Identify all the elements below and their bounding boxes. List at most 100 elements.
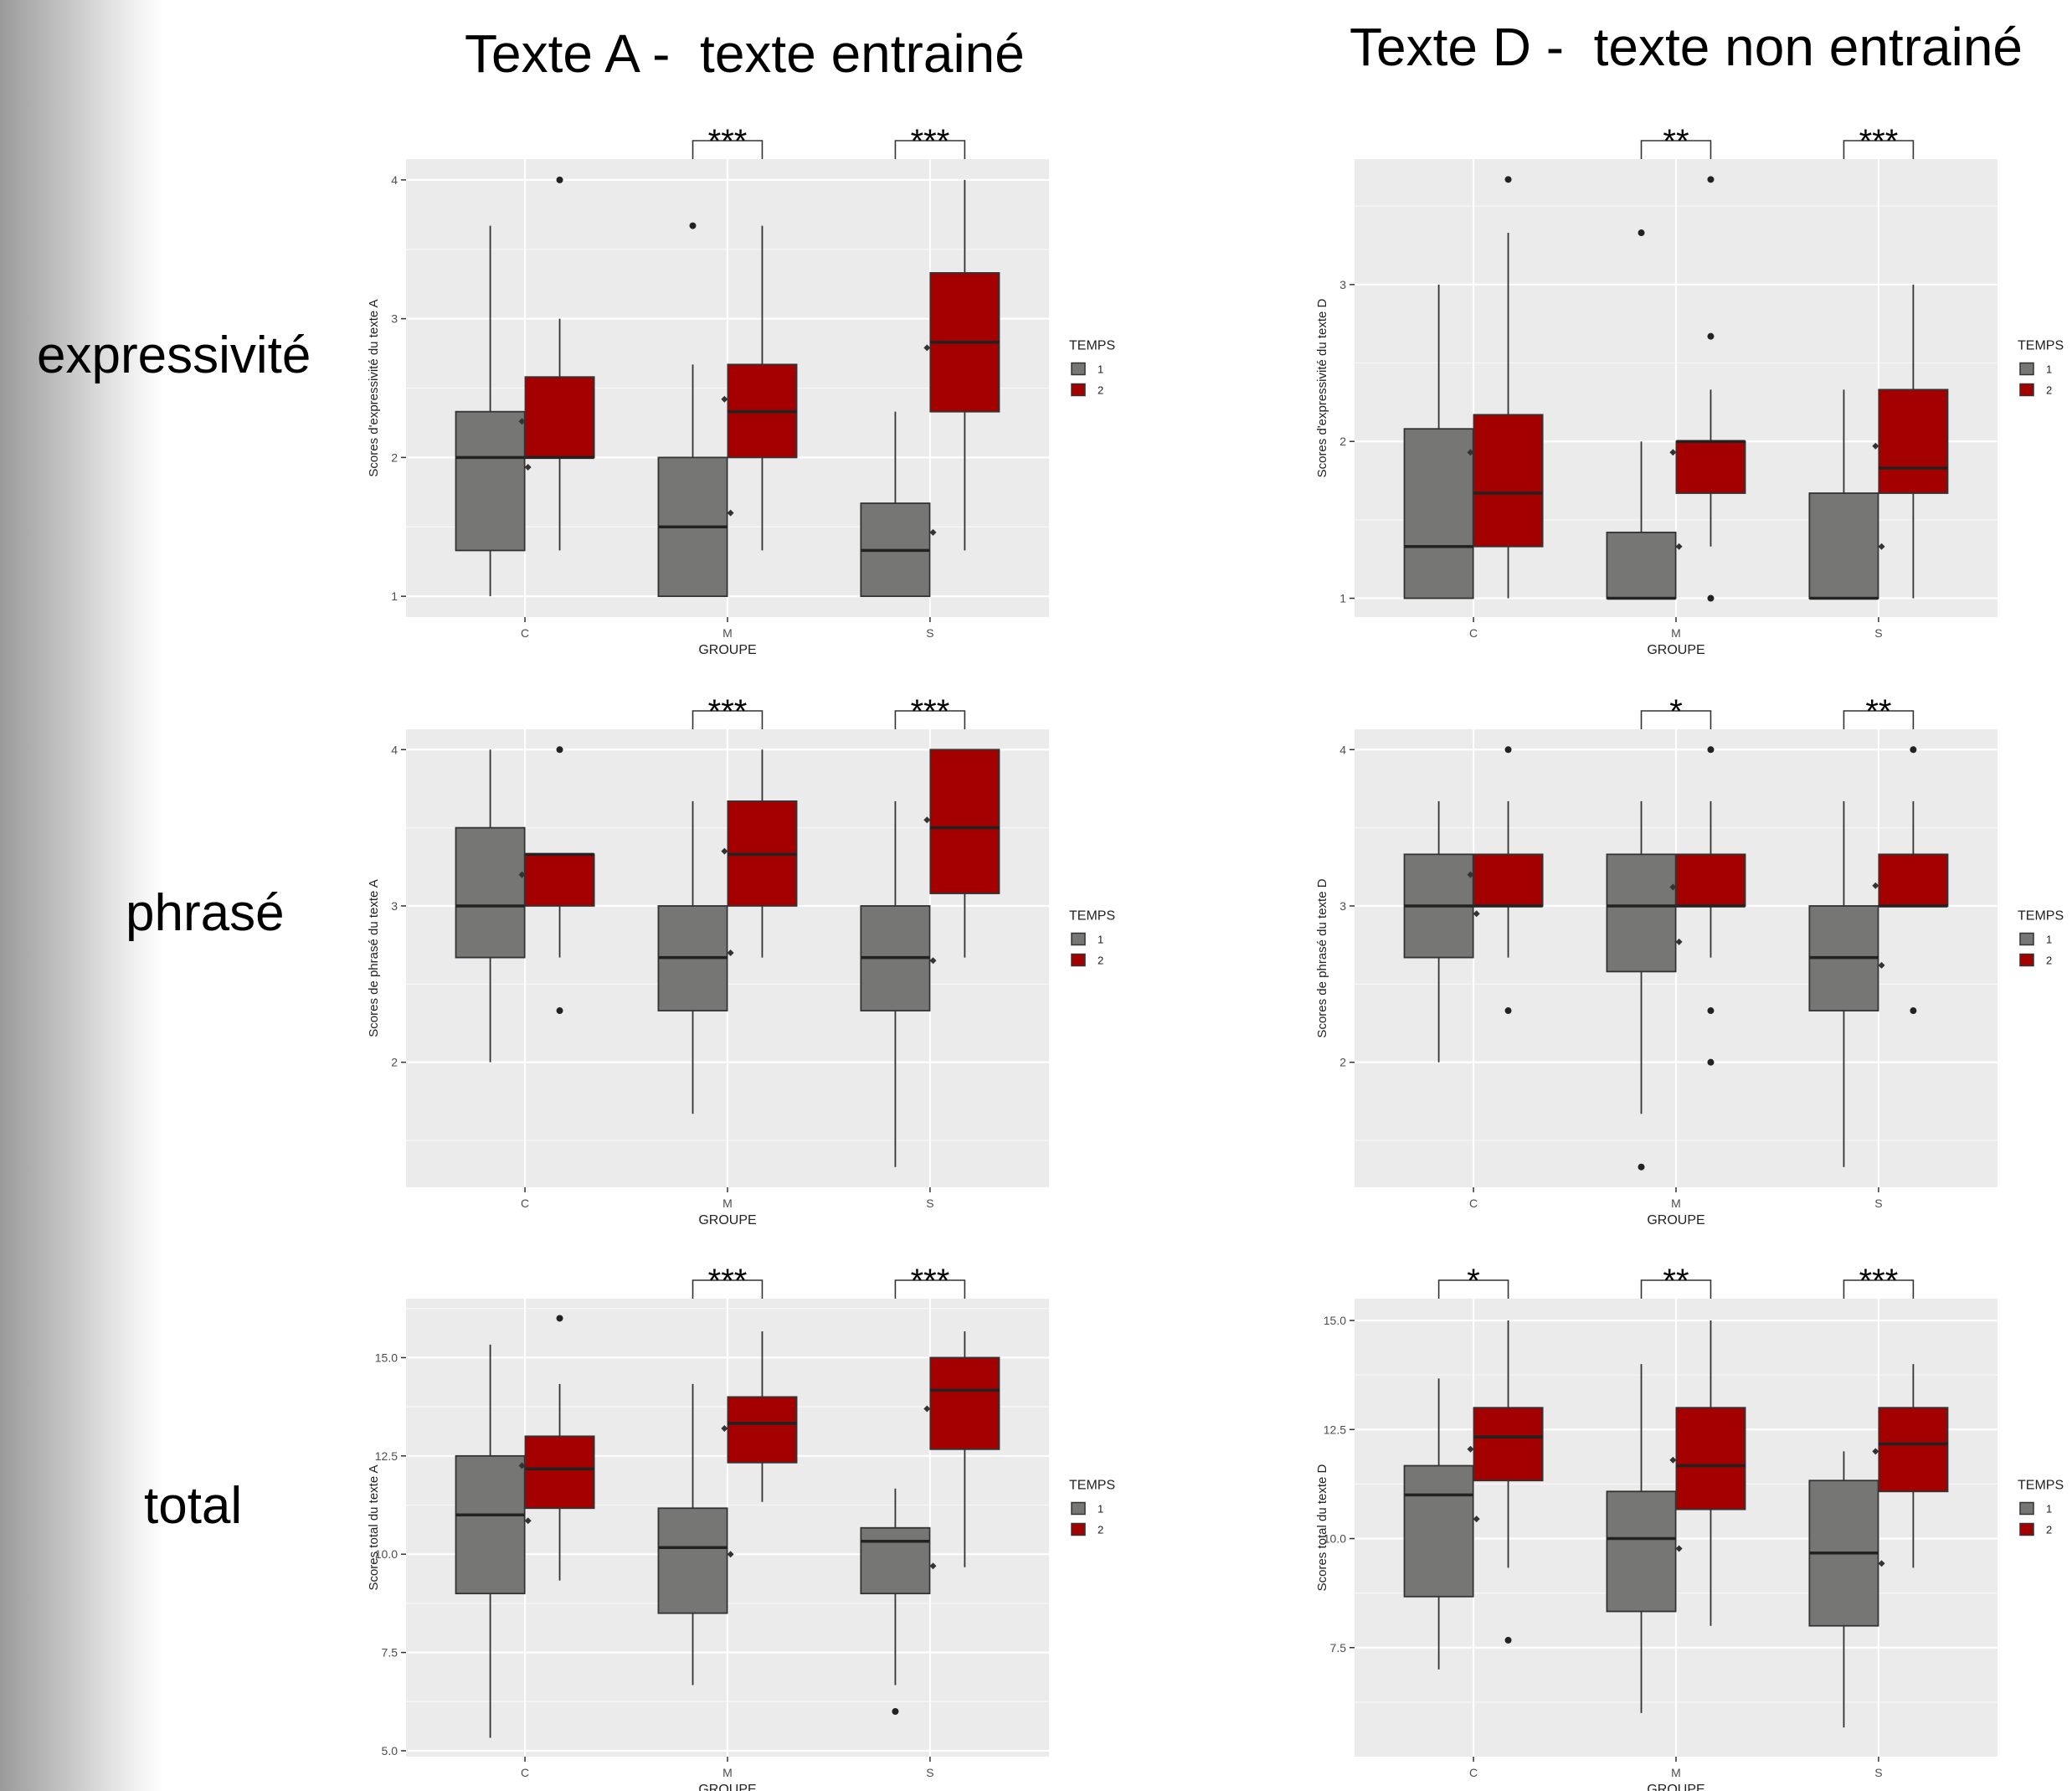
y-tick-label: 12.5 <box>1324 1423 1346 1436</box>
legend-key <box>1071 953 1086 967</box>
outlier-point <box>1910 746 1917 754</box>
box <box>524 853 595 907</box>
legend-title: TEMPS <box>1069 909 1115 924</box>
outlier-point <box>1707 746 1715 754</box>
x-tick-label: S <box>926 626 933 640</box>
x-axis-title: GROUPE <box>1647 643 1704 657</box>
x-tick-label: M <box>1671 626 1681 640</box>
outlier-point <box>1707 176 1715 183</box>
mean-marker <box>1669 1456 1677 1464</box>
legend-label: 2 <box>2046 384 2052 397</box>
mean-marker <box>1467 1445 1474 1453</box>
legend-title: TEMPS <box>1069 339 1115 353</box>
mean-marker <box>1473 910 1480 918</box>
mean-marker <box>1878 961 1885 969</box>
box <box>1606 1490 1677 1613</box>
y-tick-label: 3 <box>1339 899 1346 913</box>
box <box>1473 414 1544 548</box>
box <box>455 1454 526 1595</box>
mean-marker <box>929 1562 937 1570</box>
mean-marker <box>727 509 734 517</box>
box <box>1808 492 1879 600</box>
box <box>1403 1464 1474 1598</box>
legend-title: TEMPS <box>2018 1479 2064 1493</box>
column-title-texte-a: Texte A - texte entrainé <box>465 23 1025 84</box>
box <box>524 1435 595 1510</box>
mean-marker <box>1669 449 1677 456</box>
box <box>1606 853 1677 973</box>
y-tick-label: 7.5 <box>1330 1641 1347 1655</box>
box <box>657 1507 728 1614</box>
mean-marker <box>1473 1516 1480 1523</box>
significance-stars: *** <box>708 1263 748 1300</box>
legend-key <box>2019 953 2034 967</box>
box <box>524 376 595 459</box>
y-tick-label: 10.0 <box>1324 1532 1346 1546</box>
x-tick-label: C <box>521 1197 529 1210</box>
y-tick-label: 2 <box>1339 435 1346 448</box>
outlier-point <box>1707 1007 1715 1015</box>
mean-marker <box>929 528 937 536</box>
mean-marker <box>524 463 532 471</box>
outlier-point <box>892 1708 899 1716</box>
outlier-point <box>1707 332 1715 340</box>
legend-key <box>2019 932 2034 946</box>
boxplot-chart-3: 2 3 4 C M S *** *** GROUPE Scores de phrasé du te… <box>367 693 1115 1227</box>
legend-label: 1 <box>1098 934 1103 946</box>
y-tick-label: 2 <box>391 450 398 464</box>
x-tick-label: M <box>1671 1766 1681 1779</box>
mean-marker <box>1878 1560 1885 1567</box>
mean-marker <box>929 957 937 965</box>
mean-marker <box>518 418 526 425</box>
y-axis-title: Scores de phrasé du texte D <box>1315 878 1329 1037</box>
row-label-phrase: phrasé <box>126 884 285 942</box>
boxplot-chart-5: 5.0 7.5 10.0 12.5 15.0 C M S *** *** GROUPE Scores … <box>367 1263 1115 1791</box>
significance-bracket <box>1437 1279 1509 1299</box>
box <box>1606 531 1677 600</box>
x-tick-label: C <box>521 626 529 640</box>
legend-title: TEMPS <box>1069 1479 1115 1493</box>
outlier-point <box>556 176 563 183</box>
mean-marker <box>1872 1448 1879 1455</box>
x-tick-label: M <box>1671 1197 1681 1210</box>
significance-stars: ** <box>1865 693 1891 730</box>
x-axis-title: GROUPE <box>1647 1213 1704 1227</box>
mean-marker <box>518 871 526 878</box>
significance-bracket <box>692 140 764 159</box>
box <box>929 749 1000 894</box>
mean-marker <box>1675 543 1683 550</box>
legend-key <box>2019 362 2034 376</box>
significance-stars: *** <box>911 1263 950 1300</box>
x-tick-label: C <box>521 1766 529 1779</box>
significance-bracket <box>1640 710 1712 729</box>
y-tick-label: 3 <box>391 899 398 913</box>
box <box>1878 853 1949 907</box>
x-tick-label: M <box>722 1766 733 1779</box>
outlier-point <box>1504 1007 1512 1015</box>
y-tick-label: 15.0 <box>1324 1314 1346 1327</box>
row-label-total: total <box>144 1477 243 1535</box>
outlier-point <box>1707 1058 1715 1066</box>
mean-marker <box>518 1462 526 1469</box>
outlier-point <box>556 746 563 754</box>
box <box>1878 1407 1949 1493</box>
mean-marker <box>1467 449 1474 456</box>
significance-bracket <box>894 140 966 159</box>
mean-marker <box>923 344 931 352</box>
mean-marker <box>727 949 734 956</box>
box <box>1473 1407 1544 1482</box>
significance-bracket <box>1640 140 1712 159</box>
legend-label: 1 <box>2046 934 2052 946</box>
legend-key <box>2019 1501 2034 1516</box>
x-tick-label: S <box>1874 626 1882 640</box>
mean-marker <box>1675 1545 1683 1552</box>
x-tick-label: M <box>722 1197 733 1210</box>
mean-marker <box>721 1424 728 1432</box>
legend-label: 1 <box>2046 1503 2052 1516</box>
significance-stars: * <box>1467 1263 1480 1300</box>
legend-label: 2 <box>2046 1524 2052 1536</box>
